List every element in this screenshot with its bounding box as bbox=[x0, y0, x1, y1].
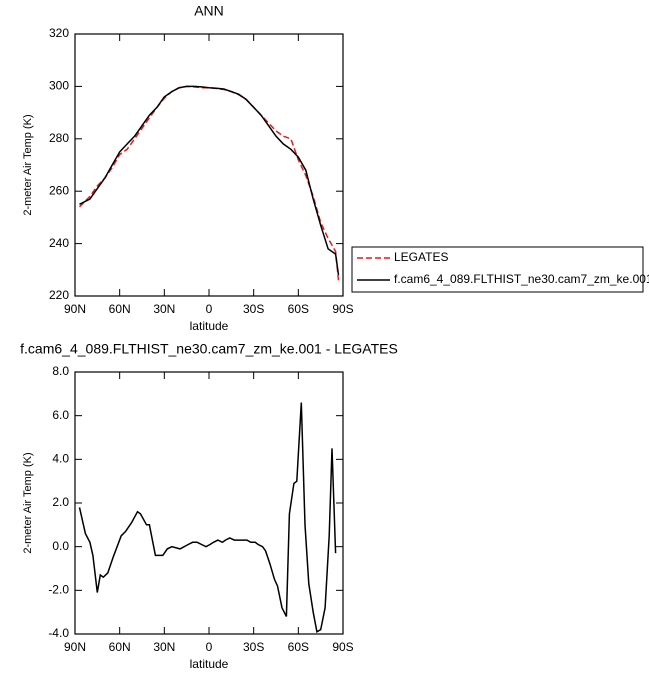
y-axis-label: 2-meter Air Temp (K) bbox=[22, 114, 34, 215]
y-tick-label: 300 bbox=[49, 79, 69, 93]
y-tick-label: 6.0 bbox=[52, 408, 69, 422]
y-tick-label: 8.0 bbox=[52, 364, 69, 378]
legend-box bbox=[351, 246, 644, 293]
x-tick-label: 30S bbox=[243, 302, 264, 316]
y-tick-label: 0.0 bbox=[52, 539, 69, 553]
x-tick-label: 60S bbox=[288, 302, 309, 316]
x-tick-label: 30N bbox=[153, 640, 175, 654]
chart-title: ANN bbox=[194, 3, 224, 19]
x-tick-label: 30N bbox=[153, 302, 175, 316]
x-tick-label: 60N bbox=[109, 640, 131, 654]
y-axis-label: 2-meter Air Temp (K) bbox=[22, 452, 34, 553]
legend-label: LEGATES bbox=[394, 250, 448, 264]
data-line bbox=[78, 402, 337, 633]
y-tick-label: 2.0 bbox=[52, 495, 69, 509]
x-tick-label: 90N bbox=[64, 640, 86, 654]
y-tick-label: 280 bbox=[49, 131, 69, 145]
plot-frame bbox=[74, 371, 344, 635]
y-tick-label: 220 bbox=[49, 288, 69, 302]
x-axis-label: latitude bbox=[190, 319, 229, 333]
x-axis-label: latitude bbox=[190, 657, 229, 671]
chart-title: f.cam6_4_089.FLTHIST_ne30.cam7_zm_ke.001… bbox=[20, 341, 398, 357]
x-tick-label: 90N bbox=[64, 302, 86, 316]
data-line bbox=[79, 85, 340, 276]
y-tick-label: 320 bbox=[49, 26, 69, 40]
x-tick-label: 30S bbox=[243, 640, 264, 654]
x-tick-label: 0 bbox=[206, 640, 213, 654]
x-tick-label: 60S bbox=[288, 640, 309, 654]
data-line bbox=[78, 85, 340, 281]
x-tick-label: 90S bbox=[332, 302, 353, 316]
x-tick-label: 90S bbox=[332, 640, 353, 654]
y-tick-label: 260 bbox=[49, 183, 69, 197]
y-tick-label: 4.0 bbox=[52, 452, 69, 466]
y-tick-label: 240 bbox=[49, 236, 69, 250]
x-tick-label: 60N bbox=[109, 302, 131, 316]
x-tick-label: 0 bbox=[206, 302, 213, 316]
y-tick-label: -2.0 bbox=[48, 583, 69, 597]
legend-label: f.cam6_4_089.FLTHIST_ne30.cam7_zm_ke.001 bbox=[394, 272, 649, 286]
y-tick-label: -4.0 bbox=[48, 626, 69, 640]
